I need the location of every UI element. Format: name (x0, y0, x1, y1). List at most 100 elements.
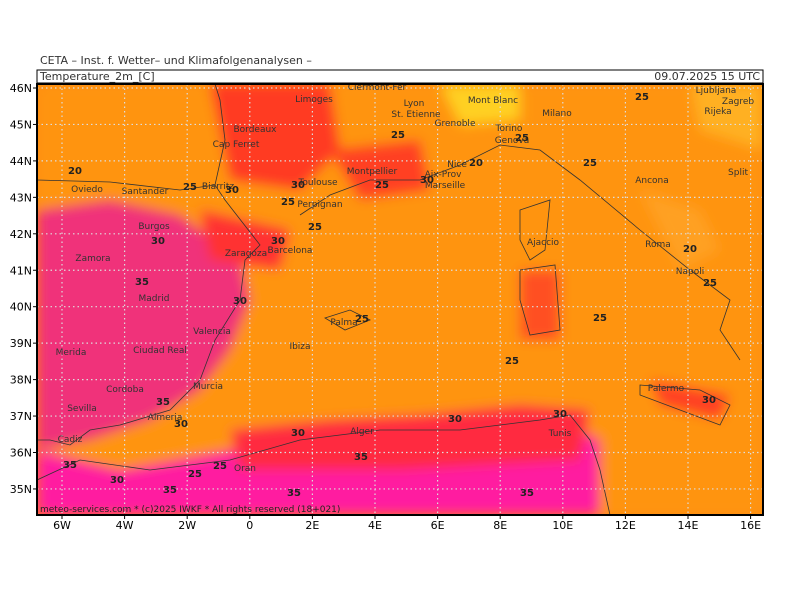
contour-label: 25 (188, 469, 202, 480)
city-label: Oviedo (71, 185, 103, 195)
city-label: Lyon (404, 99, 425, 109)
lat-label: 46N (10, 82, 32, 95)
contour-label: 35 (135, 277, 149, 288)
city-label: Cadiz (58, 435, 83, 445)
contour-label: 35 (63, 460, 77, 471)
city-label: Roma (645, 240, 671, 250)
city-label: Ljubljana (696, 86, 737, 96)
city-label: Ancona (635, 176, 669, 186)
city-label: Nice (447, 160, 467, 170)
contour-label: 30 (271, 236, 285, 247)
city-label: Burgos (138, 222, 170, 232)
lon-label: 2E (305, 519, 319, 532)
contour-label: 25 (391, 130, 405, 141)
lon-label: 6E (431, 519, 445, 532)
city-label: Zaragoza (225, 249, 267, 259)
contour-label: 25 (593, 313, 607, 324)
contour-label: 25 (308, 222, 322, 233)
lon-label: 10E (552, 519, 573, 532)
city-label: Toulouse (297, 178, 338, 188)
city-label: Limoges (295, 95, 333, 105)
city-label: Sevilla (67, 404, 97, 414)
city-label: Palermo (648, 384, 685, 394)
city-label: Tunis (548, 429, 572, 439)
city-label: Biarritz (202, 182, 234, 192)
title: Temperature_2m_[C] (39, 70, 155, 83)
lat-label: 35N (10, 483, 32, 496)
lat-label: 42N (10, 228, 32, 241)
contour-label: 25 (515, 133, 529, 144)
contour-label: 20 (683, 244, 697, 255)
lat-label: 44N (10, 155, 32, 168)
city-label: Perpignan (297, 200, 342, 210)
contour-label: 20 (68, 166, 82, 177)
contour-label: 25 (213, 461, 227, 472)
labels: 46N 45N 44N 43N 42N 41N 40N 39N 38N 37N 36N 35N 6W 4W… (10, 82, 761, 532)
lon-label: 14E (678, 519, 699, 532)
contour-label: 25 (583, 158, 597, 169)
city-label: Santander (122, 187, 169, 197)
city-label: Palma (330, 318, 357, 328)
city-label: Murcia (193, 382, 223, 392)
city-label: Ajaccio (527, 238, 560, 248)
lon-label: 2W (178, 519, 196, 532)
source: CETA – Inst. f. Wetter– und Klimafolgena… (40, 54, 312, 67)
contour-label: 25 (183, 182, 197, 193)
city-label: Ibiza (289, 342, 310, 352)
contour-label: 25 (505, 356, 519, 367)
contour-label: 25 (703, 278, 717, 289)
contour-label: 35 (354, 452, 368, 463)
city-label: Almeria (148, 413, 183, 423)
lon-label: 4E (368, 519, 382, 532)
city-label: Clermont-Fer (348, 83, 407, 93)
contour-label: 30 (448, 414, 462, 425)
lon-label: 8E (493, 519, 507, 532)
contour-label: 35 (287, 488, 301, 499)
city-label: Zagreb (722, 97, 754, 107)
lon-label: 12E (615, 519, 636, 532)
city-label: Aix-Prov (425, 170, 463, 180)
contour-label: 30 (291, 180, 305, 191)
contour-label: 25 (375, 180, 389, 191)
footer: meteo-services.com * (c)2025 IWKF * All … (40, 505, 340, 515)
city-label: Madrid (139, 294, 170, 304)
city-label: Alger (350, 427, 374, 437)
map-frame (36, 83, 764, 516)
city-label: Torino (495, 124, 523, 134)
lat-label: 43N (10, 191, 32, 204)
city-label: Zamora (75, 254, 110, 264)
city-label: Oran (234, 464, 256, 474)
city-label: Napoli (676, 267, 704, 277)
city-label: Marseille (425, 181, 466, 191)
lat-label: 38N (10, 374, 32, 387)
contour-label: 30 (420, 175, 434, 186)
contour-label: 30 (291, 428, 305, 439)
lat-label: 40N (10, 301, 32, 314)
city-label: Rijeka (704, 107, 731, 117)
contour-label: 35 (156, 397, 170, 408)
contour-label: 30 (553, 409, 567, 420)
date: 09.07.2025 15 UTC (654, 70, 760, 83)
contour-label: 20 (469, 158, 483, 169)
lon-label: 4W (116, 519, 134, 532)
contour-label: 30 (151, 236, 165, 247)
lon-label: 6W (53, 519, 71, 532)
city-label: Ciudad Real (133, 346, 187, 356)
city-label: Montpellier (347, 167, 398, 177)
city-label: Valencia (193, 327, 231, 337)
contour-label: 30 (702, 395, 716, 406)
city-label: Grenoble (435, 119, 476, 129)
lon-label: 0 (246, 519, 253, 532)
contour-label: 30 (174, 419, 188, 430)
contour-label: 35 (163, 485, 177, 496)
contour-label: 30 (110, 475, 124, 486)
contour-label: 25 (355, 314, 369, 325)
city-label: St. Etienne (391, 110, 441, 120)
lat-label: 36N (10, 447, 32, 460)
city-label: Mont Blanc (468, 96, 518, 106)
lat-label: 37N (10, 410, 32, 423)
city-label: Genova (495, 136, 530, 146)
city-label: Cap Ferret (213, 140, 260, 150)
city-label: Milano (542, 109, 572, 119)
